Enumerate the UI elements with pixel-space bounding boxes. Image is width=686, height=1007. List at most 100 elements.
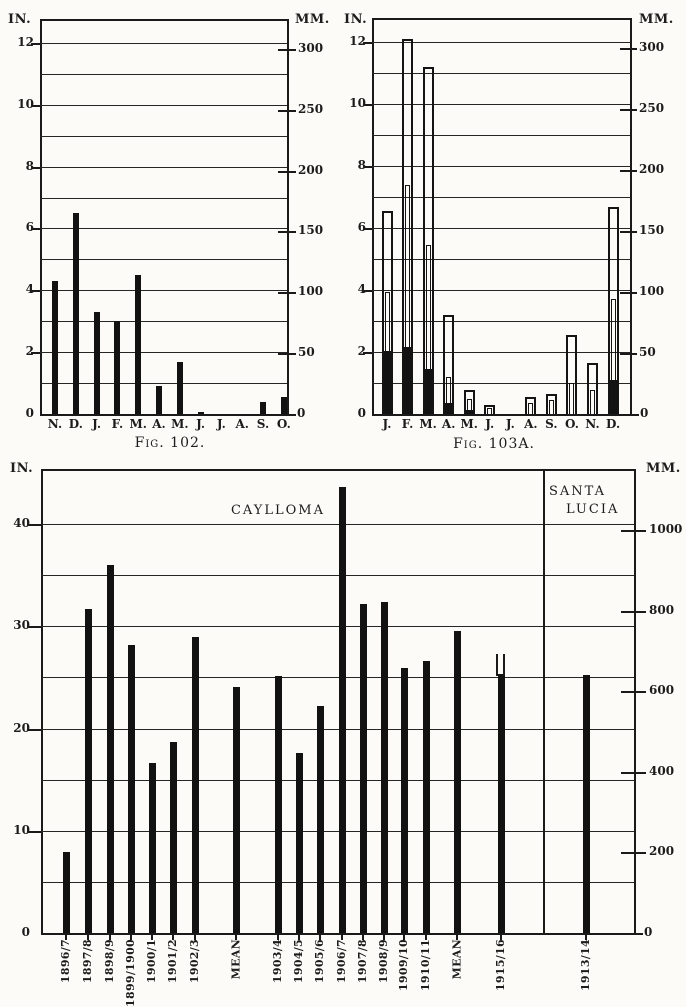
- month-label: J.: [505, 417, 515, 431]
- right-axis-unit-label: MM.: [639, 12, 674, 27]
- uncertain-bar-line-right: [503, 653, 505, 677]
- left-tick: [27, 728, 41, 731]
- left-axis-tick-label: 12: [349, 34, 366, 49]
- gridline: [41, 728, 634, 730]
- right-axis-tick-label: 100: [639, 284, 665, 299]
- solid-rainfall-bar: [176, 362, 183, 414]
- x-axis-tick: [65, 935, 67, 940]
- frame-top: [372, 18, 632, 20]
- left-tick: [31, 42, 40, 45]
- left-axis-tick-label: 0: [21, 925, 30, 939]
- solid-rainfall-bar: [382, 351, 392, 414]
- outer-outline-rainfall-bar: [545, 394, 557, 414]
- left-axis-tick-label: 10: [13, 822, 30, 837]
- uncertain-bar-line-left: [496, 653, 498, 677]
- left-axis-unit-label: IN.: [8, 12, 32, 27]
- right-tick: [620, 109, 637, 112]
- left-tick: [31, 352, 40, 355]
- left-axis-unit-label: IN.: [10, 461, 34, 476]
- inner-outline-rainfall-bar: [548, 400, 554, 414]
- santa-lucia-title-line2: LUCIA: [566, 502, 620, 517]
- annual-rainfall-bar: [295, 753, 303, 933]
- year-label: 1898/9: [103, 939, 116, 984]
- left-axis-tick-label: 30: [13, 618, 30, 633]
- right-axis-tick-label: 200: [298, 162, 324, 177]
- solid-rainfall-bar: [280, 396, 287, 414]
- right-tick: [621, 691, 646, 694]
- right-axis-tick-label: 0: [640, 406, 649, 420]
- inner-outline-rainfall-bar: [425, 245, 431, 414]
- gridline: [372, 352, 630, 354]
- x-axis-tick: [235, 935, 237, 940]
- annual-rainfall-bar: [127, 644, 135, 933]
- right-axis-tick-label: 150: [639, 223, 665, 238]
- right-tick: [620, 48, 637, 51]
- right-axis-unit-label: MM.: [295, 12, 330, 27]
- month-label: D.: [605, 417, 621, 431]
- x-axis-tick: [403, 935, 405, 940]
- left-axis-tick-label: 2: [25, 344, 34, 359]
- x-axis-tick: [319, 935, 321, 940]
- left-axis-tick-label: 12: [17, 34, 34, 49]
- month-label: M.: [460, 417, 478, 431]
- solid-rainfall-bar: [52, 281, 58, 414]
- outer-outline-rainfall-bar: [484, 404, 496, 414]
- right-axis-tick-label: 300: [298, 40, 324, 55]
- year-label: 1899/1900: [124, 939, 137, 1007]
- x-axis-tick: [277, 935, 279, 940]
- left-tick: [27, 626, 41, 629]
- axis-left: [41, 469, 43, 935]
- left-axis-tick-label: 2: [357, 344, 366, 359]
- year-label: 1908/9: [377, 939, 390, 984]
- figure-caption: Fig. 103A.: [453, 436, 535, 452]
- x-axis-tick: [456, 935, 458, 940]
- axis-left: [372, 18, 374, 416]
- gridline: [40, 166, 287, 168]
- left-axis-tick-label: 8: [25, 158, 34, 173]
- right-tick: [278, 109, 296, 112]
- right-axis-tick-label: 50: [298, 345, 315, 360]
- gridline: [40, 42, 287, 44]
- month-label: M.: [129, 417, 147, 431]
- annual-rainfall-bar: [316, 706, 324, 933]
- gridline: [41, 626, 634, 628]
- month-label: S.: [256, 417, 270, 431]
- gridline: [40, 383, 287, 385]
- annual-rainfall-bar: [453, 631, 461, 933]
- year-label: 1907/8: [356, 939, 369, 984]
- left-tick: [27, 524, 41, 526]
- outer-outline-rainfall-bar: [381, 211, 393, 414]
- inner-outline-rainfall-bar: [405, 184, 411, 414]
- left-axis-tick-label: 10: [349, 96, 366, 111]
- frame-top: [40, 19, 289, 21]
- right-axis-tick-label: 200: [639, 162, 665, 177]
- gridline: [40, 321, 287, 323]
- x-axis-tick: [585, 935, 587, 940]
- figure-caption: Fig. 102.: [134, 435, 206, 451]
- left-axis-tick-label: 4: [357, 282, 366, 297]
- annual-rainfall-bar: [497, 674, 505, 933]
- solid-rainfall-bar: [423, 369, 433, 414]
- year-label: 1913/14: [579, 939, 592, 992]
- axis-bottom: [41, 933, 636, 935]
- inner-outline-rainfall-bar: [528, 403, 534, 414]
- month-label: M.: [419, 417, 437, 431]
- right-axis-tick-label: 0: [297, 406, 306, 420]
- inner-outline-rainfall-bar: [446, 376, 452, 414]
- annual-rainfall-bar: [359, 603, 367, 933]
- annual-rainfall-bar: [106, 564, 114, 933]
- left-tick: [31, 166, 40, 169]
- inner-outline-rainfall-bar: [569, 383, 575, 414]
- gridline: [40, 228, 287, 230]
- annual-rainfall-bar: [338, 487, 346, 933]
- x-axis-tick: [151, 935, 153, 940]
- right-axis-tick-label: 250: [639, 101, 665, 116]
- annual-rainfall-bar: [62, 852, 70, 933]
- left-tick: [363, 228, 372, 231]
- axis-right: [634, 469, 636, 935]
- month-label: O.: [564, 417, 579, 431]
- month-label: J.: [485, 417, 495, 431]
- inner-outline-rainfall-bar: [590, 390, 595, 414]
- annual-rainfall-bar: [148, 763, 156, 933]
